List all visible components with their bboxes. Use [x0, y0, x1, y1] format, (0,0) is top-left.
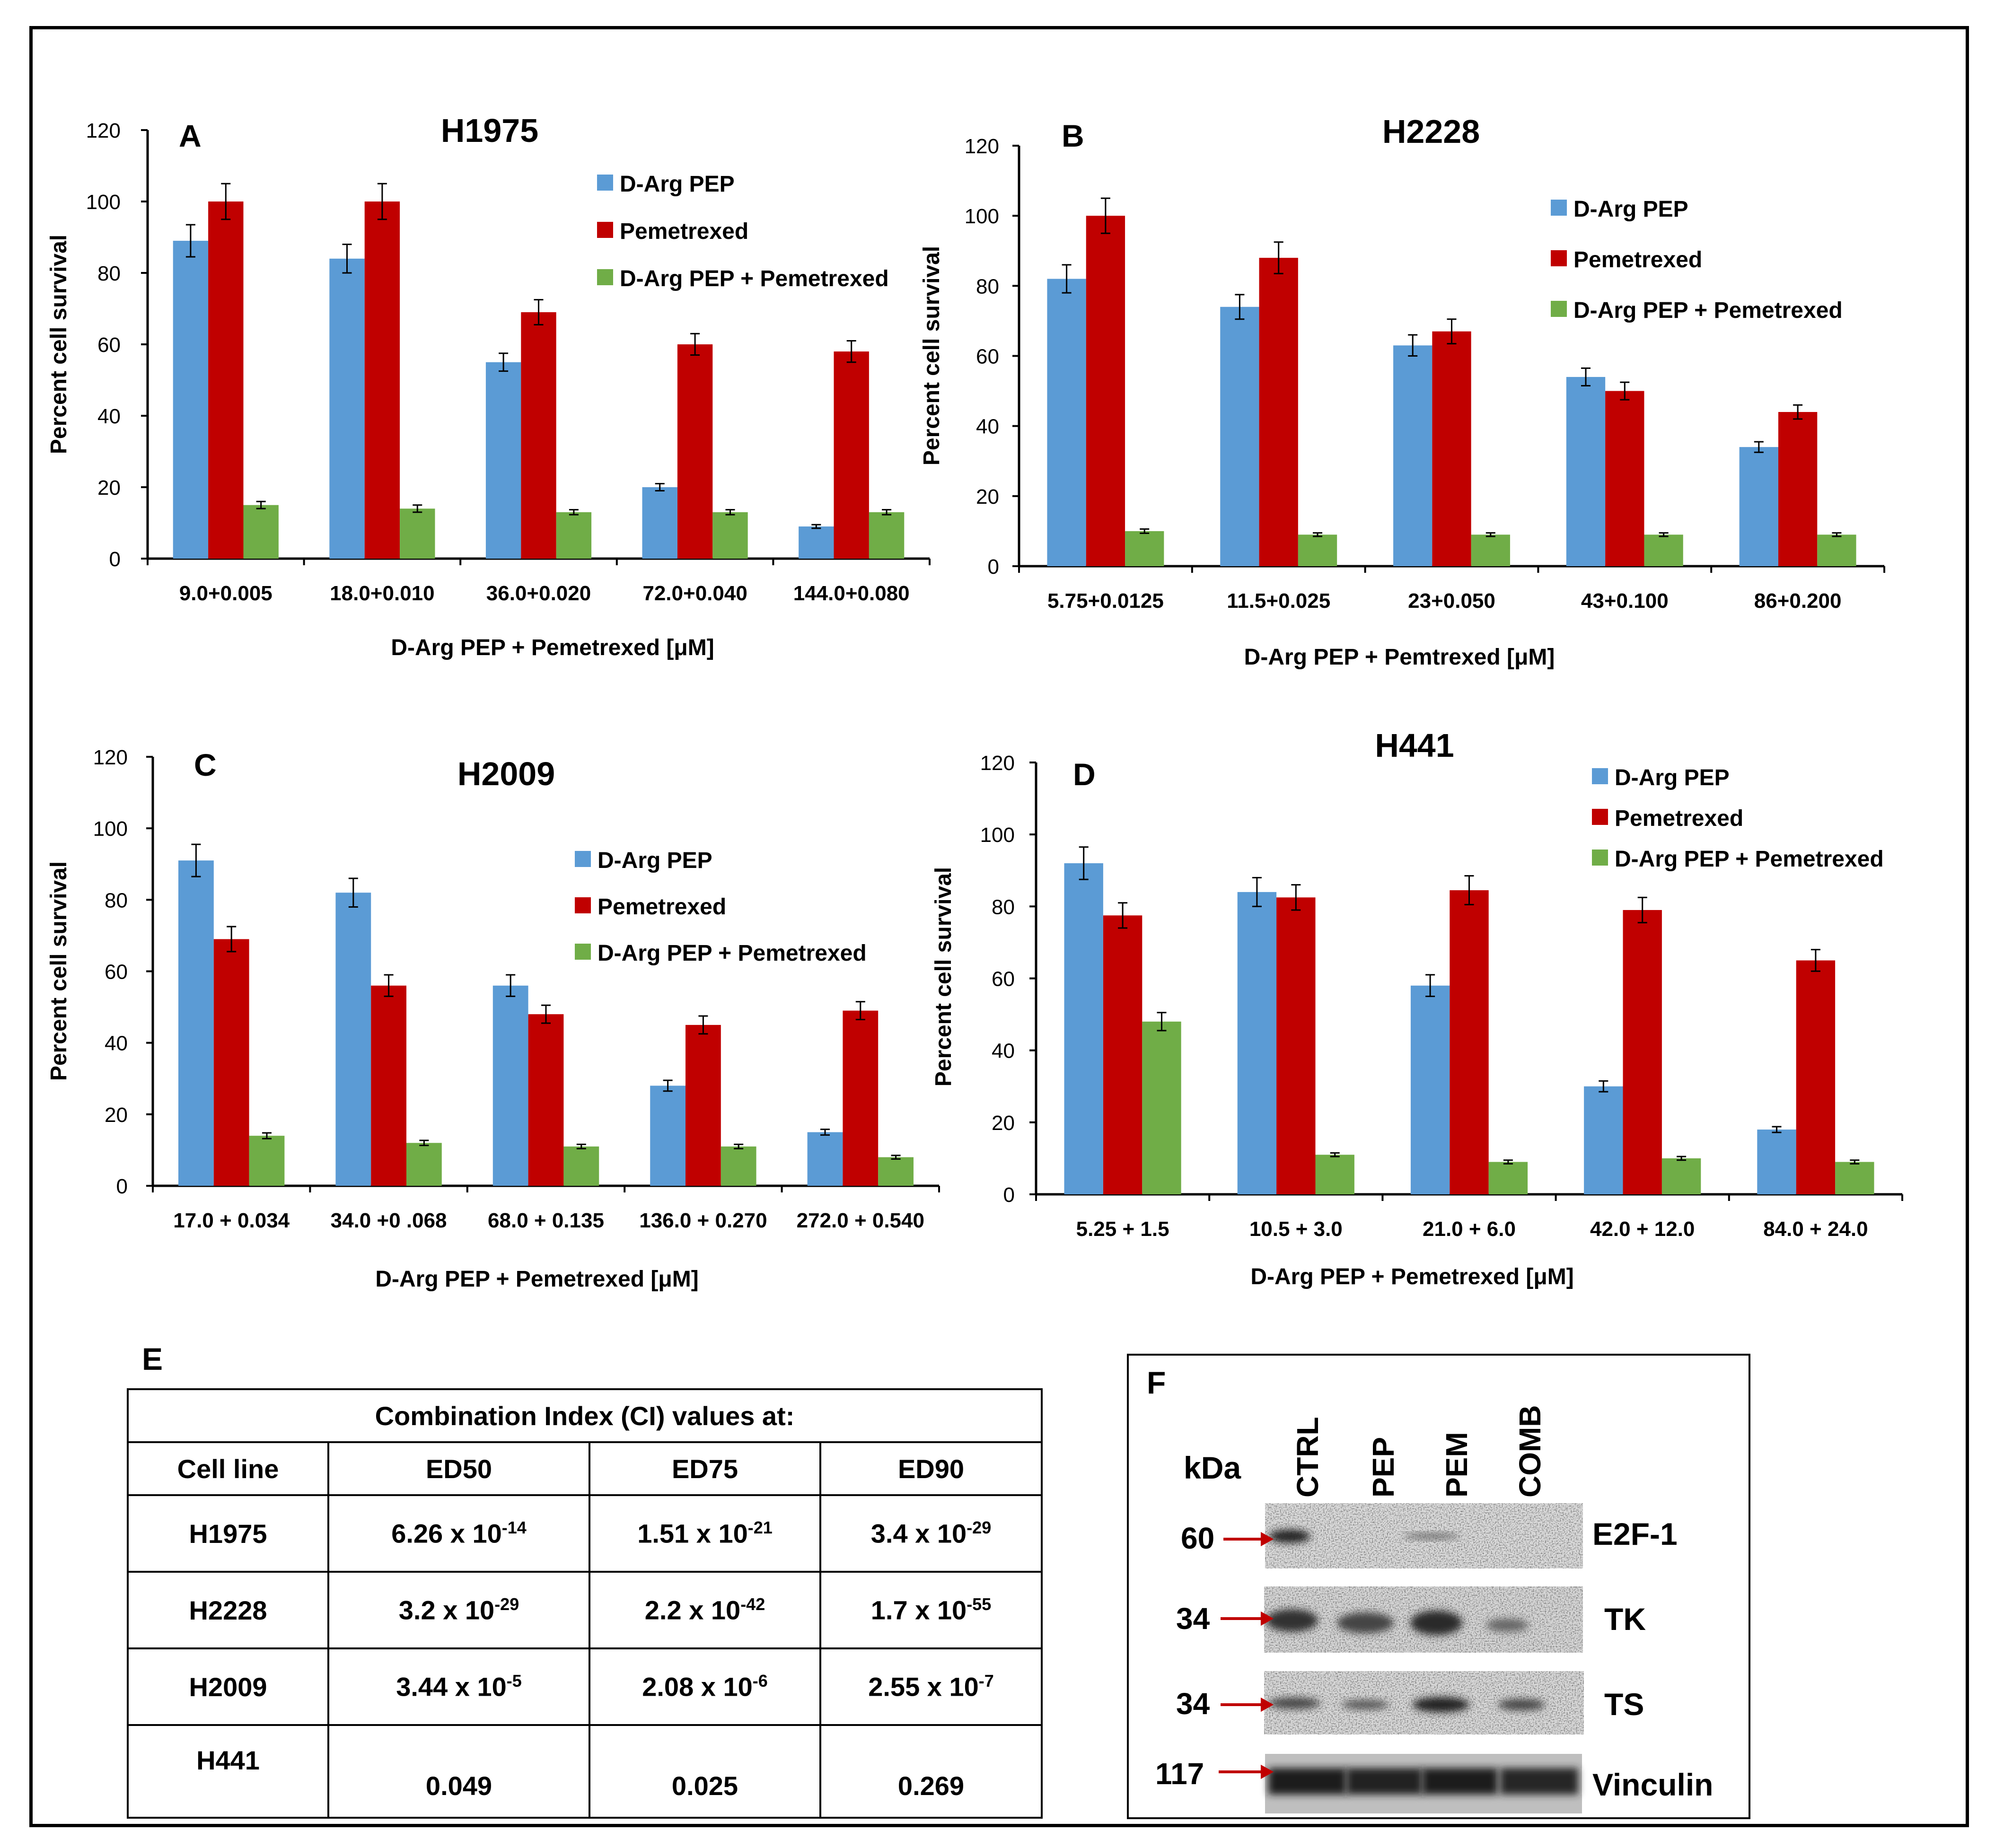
- arrow-icon: [1261, 1764, 1274, 1779]
- blot-band: [1266, 1609, 1318, 1632]
- ci-value: 3.4 x 10-29: [819, 1494, 1043, 1573]
- western-blot-panel: F kDa CTRL PEP PEM COMB: [1127, 1354, 1750, 1819]
- kda-marker: 117: [1155, 1757, 1204, 1791]
- blot-band: [1498, 1699, 1545, 1710]
- ci-value: 2.55 x 10-7: [819, 1647, 1043, 1726]
- table-row: H441 0.049 0.025 0.269: [127, 1724, 1043, 1819]
- row-cell-line: H2228: [127, 1571, 329, 1649]
- blot-band: [1410, 1611, 1462, 1635]
- band-label: Vinculin: [1592, 1767, 1714, 1802]
- ci-value: 0.049: [327, 1724, 590, 1819]
- blot-band: [1486, 1619, 1529, 1632]
- blot-band: [1268, 1698, 1320, 1709]
- arrow-icon: [1261, 1532, 1274, 1547]
- ci-value: 3.44 x 10-5: [327, 1647, 590, 1726]
- western-blot-figure: F kDa CTRL PEP PEM COMB: [1147, 1365, 1714, 1813]
- kda-marker: 34: [1176, 1602, 1210, 1636]
- blot-band: [1346, 1768, 1422, 1795]
- ci-exponent: -7: [978, 1671, 994, 1691]
- ci-exponent: -21: [747, 1518, 773, 1538]
- ci-mantissa: 6.26 x 10: [391, 1518, 502, 1549]
- header-ed90: ED90: [819, 1441, 1043, 1496]
- ci-exponent: -5: [506, 1671, 522, 1691]
- table-row: H2009 3.44 x 10-5 2.08 x 10-6 2.55 x 10-…: [127, 1647, 1043, 1726]
- blot-band: [1413, 1697, 1469, 1712]
- figure-frame: [29, 26, 1969, 1827]
- kda-marker: 60: [1181, 1521, 1214, 1555]
- ci-exponent: -29: [494, 1594, 519, 1614]
- blot-band: [1269, 1530, 1310, 1543]
- combination-index-table-wrap: Combination Index (CI) values at: Cell l…: [127, 1388, 1043, 1819]
- blot-strip-tk: [1264, 1586, 1583, 1653]
- blot-strip-vinculin: [1265, 1754, 1582, 1813]
- row-cell-line: H2009: [127, 1647, 329, 1726]
- ci-mantissa: 1.7 x 10: [870, 1595, 967, 1625]
- header-cell-line: Cell line: [127, 1441, 329, 1496]
- lane-label-pem: PEM: [1440, 1432, 1474, 1498]
- ci-exponent: -42: [740, 1594, 765, 1614]
- ci-value: 6.26 x 10-14: [327, 1494, 590, 1573]
- header-ed75: ED75: [589, 1441, 821, 1496]
- ci-mantissa: 0.269: [897, 1770, 965, 1801]
- row-cell-line: H1975: [127, 1494, 329, 1573]
- header-ed50: ED50: [327, 1441, 590, 1496]
- ci-value: 1.7 x 10-55: [819, 1571, 1043, 1649]
- ci-exponent: -6: [752, 1671, 768, 1691]
- blot-band: [1268, 1768, 1346, 1795]
- kda-label: kDa: [1184, 1450, 1241, 1485]
- band-label: E2F-1: [1592, 1516, 1678, 1551]
- ci-value: 0.269: [819, 1724, 1043, 1819]
- ci-value: 0.025: [589, 1724, 821, 1819]
- band-label: TK: [1604, 1602, 1646, 1637]
- blot-band: [1337, 1612, 1394, 1633]
- table-row: H1975 6.26 x 10-14 1.51 x 10-21 3.4 x 10…: [127, 1494, 1043, 1573]
- ci-mantissa: 0.025: [671, 1770, 738, 1801]
- lane-label-pep: PEP: [1366, 1437, 1400, 1498]
- ci-mantissa: 3.2 x 10: [398, 1595, 495, 1625]
- lane-label-ctrl: CTRL: [1291, 1417, 1325, 1498]
- row-cell-line: H441: [127, 1724, 329, 1819]
- arrow-icon: [1261, 1611, 1274, 1626]
- blot-band: [1422, 1768, 1498, 1795]
- combination-index-table: Combination Index (CI) values at: Cell l…: [127, 1388, 1043, 1819]
- blot-strip-ts: [1264, 1671, 1584, 1734]
- blot-band: [1342, 1700, 1389, 1709]
- arrow-icon-group: [1219, 1532, 1274, 1779]
- ci-exponent: -29: [967, 1518, 992, 1538]
- ci-mantissa: 2.08 x 10: [642, 1672, 753, 1702]
- band-label: TS: [1604, 1687, 1644, 1722]
- lane-label-comb: COMB: [1513, 1405, 1547, 1498]
- table-caption: Combination Index (CI) values at:: [127, 1388, 1043, 1443]
- panel-letter-f: F: [1147, 1365, 1166, 1400]
- blot-band: [1500, 1768, 1578, 1795]
- ci-value: 2.2 x 10-42: [589, 1571, 821, 1649]
- kda-marker: 34: [1176, 1687, 1210, 1721]
- blot-strip-e2f1: [1265, 1503, 1583, 1568]
- ci-mantissa: 2.2 x 10: [644, 1595, 741, 1625]
- ci-mantissa: 0.049: [425, 1770, 492, 1801]
- panel-letter-e: E: [142, 1341, 163, 1376]
- ci-mantissa: 3.4 x 10: [870, 1518, 967, 1549]
- ci-mantissa: 1.51 x 10: [637, 1518, 748, 1549]
- ci-value: 1.51 x 10-21: [589, 1494, 821, 1573]
- ci-value: 2.08 x 10-6: [589, 1647, 821, 1726]
- ci-mantissa: 3.44 x 10: [396, 1672, 507, 1702]
- arrow-icon: [1261, 1697, 1274, 1712]
- blot-band: [1403, 1533, 1460, 1539]
- ci-exponent: -55: [967, 1594, 992, 1614]
- ci-mantissa: 2.55 x 10: [868, 1672, 979, 1702]
- ci-exponent: -14: [501, 1518, 527, 1538]
- ci-value: 3.2 x 10-29: [327, 1571, 590, 1649]
- table-row: H2228 3.2 x 10-29 2.2 x 10-42 1.7 x 10-5…: [127, 1571, 1043, 1649]
